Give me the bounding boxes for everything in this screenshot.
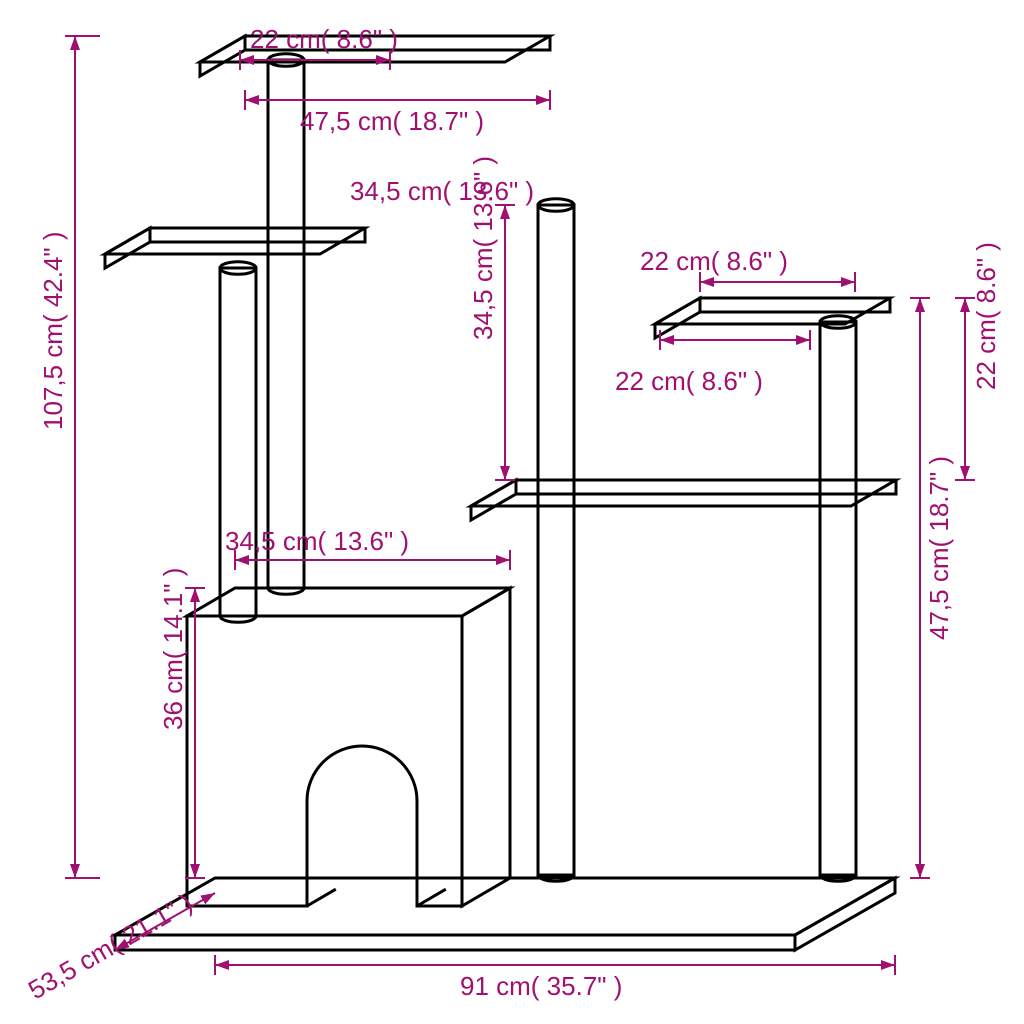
svg-text:22 cm( 8.6" ): 22 cm( 8.6" ) xyxy=(640,246,788,276)
svg-text:107,5 cm( 42.4" ): 107,5 cm( 42.4" ) xyxy=(38,231,68,430)
svg-text:34,5 cm( 13.6" ): 34,5 cm( 13.6" ) xyxy=(350,176,534,206)
svg-text:22 cm( 8.6" ): 22 cm( 8.6" ) xyxy=(250,24,398,54)
svg-text:47,5 cm( 18.7" ): 47,5 cm( 18.7" ) xyxy=(300,106,484,136)
svg-text:22 cm( 8.6" ): 22 cm( 8.6" ) xyxy=(971,242,1001,390)
svg-text:47,5 cm( 18.7" ): 47,5 cm( 18.7" ) xyxy=(924,456,954,640)
svg-text:91 cm( 35.7" ): 91 cm( 35.7" ) xyxy=(460,971,622,1001)
svg-text:53,5 cm( 21.1" ): 53,5 cm( 21.1" ) xyxy=(23,887,197,1005)
svg-text:36 cm( 14.1" ): 36 cm( 14.1" ) xyxy=(158,568,188,730)
svg-text:22 cm( 8.6" ): 22 cm( 8.6" ) xyxy=(615,366,763,396)
svg-text:34,5 cm( 13.6" ): 34,5 cm( 13.6" ) xyxy=(225,526,409,556)
diagram-stage: 107,5 cm( 42.4" ) 22 cm( 8.6" ) 47,5 cm( 1… xyxy=(0,0,1024,1024)
